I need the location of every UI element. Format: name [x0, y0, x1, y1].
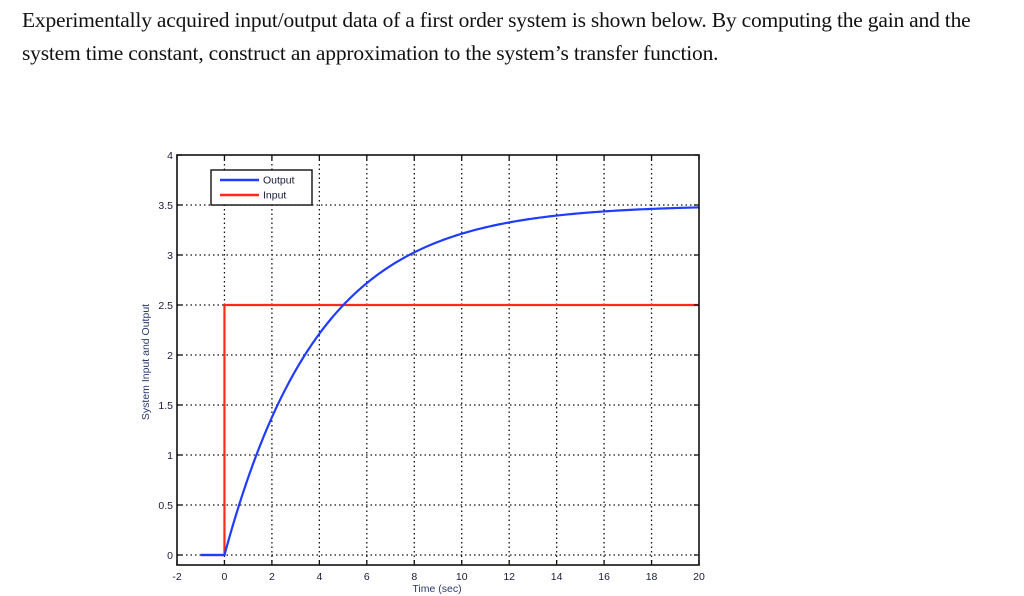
- question-text: Experimentally acquired input/output dat…: [22, 8, 971, 65]
- legend: Output Input: [210, 169, 313, 206]
- y-tick-label: 3.5: [158, 200, 173, 212]
- legend-output-label: Output: [263, 175, 295, 187]
- y-tick-label: 2.5: [158, 300, 173, 312]
- x-tick-label: 8: [411, 571, 417, 583]
- y-axis-label: System Input and Output: [140, 304, 152, 420]
- x-tick-label: 18: [646, 571, 658, 583]
- x-tick-label: 12: [503, 571, 515, 583]
- x-tick-label: 14: [551, 571, 563, 583]
- x-tick-label: 20: [693, 571, 705, 583]
- x-tick-label: 10: [456, 571, 468, 583]
- legend-input-label: Input: [263, 190, 286, 202]
- x-tick-label: 4: [316, 571, 322, 583]
- x-tick-label: -2: [172, 571, 181, 583]
- x-tick-label: 6: [364, 571, 370, 583]
- grid-lines: [177, 155, 699, 565]
- y-tick-label: 0: [167, 550, 173, 562]
- y-tick-label: 4: [167, 150, 173, 162]
- legend-box: [210, 169, 313, 206]
- y-tick-labels: 0 0.5 1 1.5 2 2.5 3 3.5 4: [158, 150, 173, 562]
- plot-series: [200, 206, 700, 557]
- output-series-line: [200, 206, 700, 557]
- axis-ticks: [176, 154, 700, 565]
- plot-frame: [176, 154, 700, 566]
- y-tick-label: 1.5: [158, 400, 173, 412]
- y-tick-label: 0.5: [158, 500, 173, 512]
- y-tick-label: 1: [167, 450, 173, 462]
- input-series-line: [200, 303, 699, 557]
- x-tick-label: 2: [269, 571, 275, 583]
- y-tick-label: 3: [167, 250, 173, 262]
- x-axis-label: Time (sec): [412, 583, 461, 595]
- y-tick-label: 2: [167, 350, 173, 362]
- x-tick-labels: -2 0 2 4 6 8 10 12 14 16 18 20: [172, 571, 705, 583]
- x-tick-label: 0: [222, 571, 228, 583]
- x-tick-label: 16: [598, 571, 610, 583]
